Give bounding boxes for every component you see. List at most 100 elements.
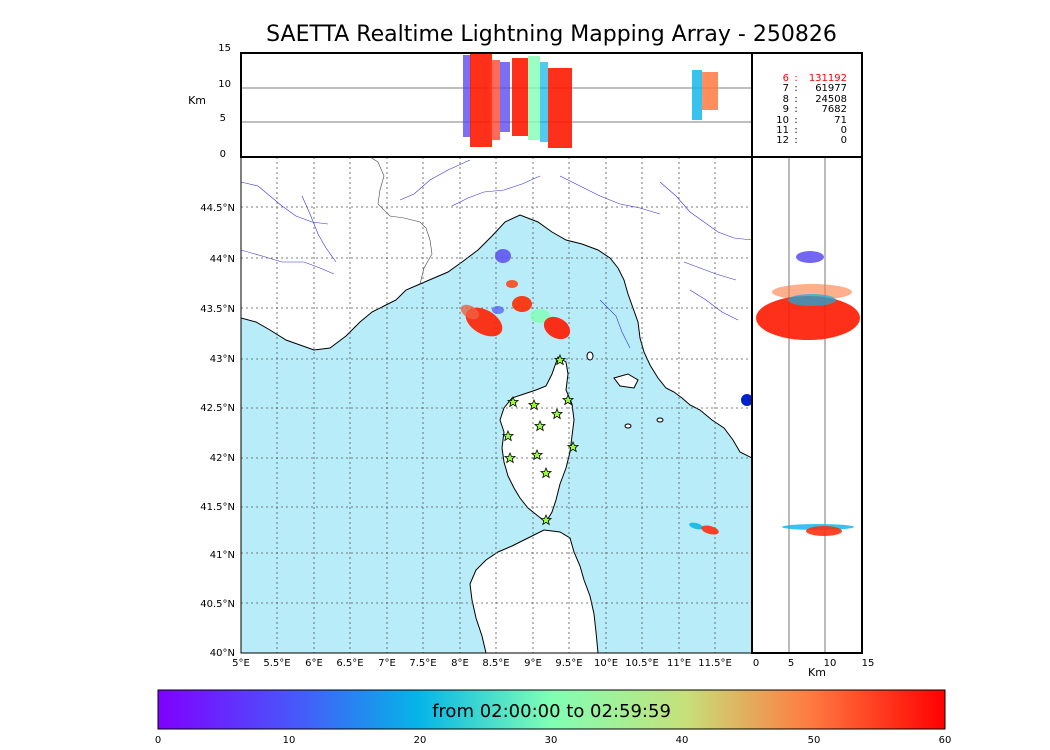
station-star-icon xyxy=(539,466,553,479)
count-row: 11 : 0 xyxy=(762,125,852,137)
side-cluster xyxy=(788,294,836,306)
altitude-cluster xyxy=(702,72,718,110)
side-unit: Km xyxy=(808,666,826,679)
blue-marker xyxy=(741,394,753,406)
country-border xyxy=(369,157,433,285)
station-star-icon xyxy=(501,429,515,442)
station-star-icon xyxy=(506,395,520,408)
side-frame xyxy=(751,156,863,654)
count-sep: : xyxy=(794,104,798,116)
lon-tick: 7°E xyxy=(378,658,396,669)
count-sep: : xyxy=(794,135,798,147)
station-star-icon xyxy=(527,398,541,411)
altitude-cluster xyxy=(528,56,540,140)
map-lightning-sources xyxy=(460,249,719,535)
colorbar-tick: 40 xyxy=(676,735,689,746)
lon-axis: 5°E 5.5°E 6°E 6.5°E 7°E 7.5°E 8°E 8.5°E … xyxy=(232,658,732,669)
lat-tick: 40.5°N xyxy=(200,599,235,610)
chart-title: SAETTA Realtime Lightning Mapping Array … xyxy=(266,22,837,47)
lon-tick: 11.5°E xyxy=(698,658,732,669)
altitude-axis: 15 10 5 0 Km xyxy=(188,43,231,160)
count-level: 11 xyxy=(776,125,789,137)
lat-tick: 41.5°N xyxy=(200,502,235,513)
count-value: 7682 xyxy=(821,104,847,116)
colorbar-tick: 0 xyxy=(155,735,161,746)
count-value: 0 xyxy=(840,125,847,137)
lon-tick: 10°E xyxy=(594,658,618,669)
altitude-tick: 10 xyxy=(218,79,231,90)
altitude-tick: 5 xyxy=(220,113,226,124)
count-row: 7 : 61977 xyxy=(762,83,852,95)
count-row: 10 : 71 xyxy=(762,114,852,126)
lightning-cluster xyxy=(460,304,480,320)
elba-island xyxy=(613,373,639,389)
altitude-cluster xyxy=(512,58,528,136)
station-star-icon xyxy=(539,513,553,526)
side-tick: 10 xyxy=(824,658,837,669)
lon-tick: 10.5°E xyxy=(625,658,659,669)
lat-tick: 42.5°N xyxy=(200,403,235,414)
count-row: 9 : 7682 xyxy=(762,104,852,116)
lon-tick: 9.5°E xyxy=(555,658,582,669)
lightning-cluster xyxy=(506,280,518,288)
side-tick: 15 xyxy=(862,658,875,669)
colorbar-time-range: from 02:00:00 to 02:59:59 xyxy=(432,701,671,722)
side-cluster xyxy=(756,296,860,340)
colorbar xyxy=(157,689,946,730)
altitude-tick: 15 xyxy=(218,43,231,54)
side-tick: 5 xyxy=(788,658,794,669)
count-value: 0 xyxy=(840,135,847,147)
lat-tick: 44°N xyxy=(210,254,235,265)
side-panel xyxy=(752,157,862,653)
lat-tick: 40°N xyxy=(210,648,235,659)
lon-tick: 5°E xyxy=(232,658,250,669)
count-level: 12 xyxy=(776,135,789,147)
lon-tick: 11°E xyxy=(667,658,691,669)
altitude-cluster xyxy=(692,70,702,120)
rivers xyxy=(241,159,752,349)
corsica-island xyxy=(499,356,575,523)
side-axis: 0 5 10 15 Km xyxy=(753,658,875,679)
colorbar-tick: 10 xyxy=(283,735,296,746)
count-row: 8 : 24508 xyxy=(762,93,852,105)
islet xyxy=(656,417,664,423)
lon-tick: 8.5°E xyxy=(482,658,509,669)
lon-tick: 7.5°E xyxy=(409,658,436,669)
lightning-cluster xyxy=(543,316,571,340)
count-value: 71 xyxy=(834,114,847,126)
lat-tick: 43°N xyxy=(210,354,235,365)
altitude-panel xyxy=(241,53,752,157)
side-cluster xyxy=(796,251,824,263)
lon-tick: 6°E xyxy=(305,658,323,669)
count-level: 7 xyxy=(782,83,789,95)
count-row: 12 : 0 xyxy=(762,135,852,147)
station-star-icon xyxy=(503,451,517,464)
lon-tick: 9°E xyxy=(524,658,542,669)
lon-tick: 6.5°E xyxy=(336,658,363,669)
lon-tick: 8°E xyxy=(451,658,469,669)
colorbar-tick: 50 xyxy=(808,735,821,746)
islet xyxy=(624,423,632,429)
count-sep: : xyxy=(794,125,798,137)
count-value: 131192 xyxy=(808,73,847,84)
lon-tick: 5.5°E xyxy=(263,658,290,669)
counts-frame xyxy=(751,52,863,158)
side-cluster xyxy=(806,526,842,536)
altitude-tick: 0 xyxy=(220,149,226,160)
count-value: 24508 xyxy=(815,93,847,105)
count-value: 61977 xyxy=(815,83,847,95)
lat-tick: 41°N xyxy=(210,550,235,561)
lat-tick: 42°N xyxy=(210,453,235,464)
lightning-cluster xyxy=(530,309,550,323)
altitude-cluster xyxy=(548,68,572,148)
station-star-icon xyxy=(553,353,567,366)
lightning-cluster xyxy=(495,249,511,263)
station-star-icon xyxy=(533,419,547,432)
count-level: 8 xyxy=(782,93,789,105)
lma-stations xyxy=(501,353,580,526)
colorbar-tick: 60 xyxy=(939,735,952,746)
lat-axis: 40°N 40.5°N 41°N 41.5°N 42°N 42.5°N 43°N… xyxy=(200,203,235,659)
station-star-icon xyxy=(530,448,544,461)
count-sep: : xyxy=(794,83,798,95)
station-star-icon xyxy=(550,407,564,420)
